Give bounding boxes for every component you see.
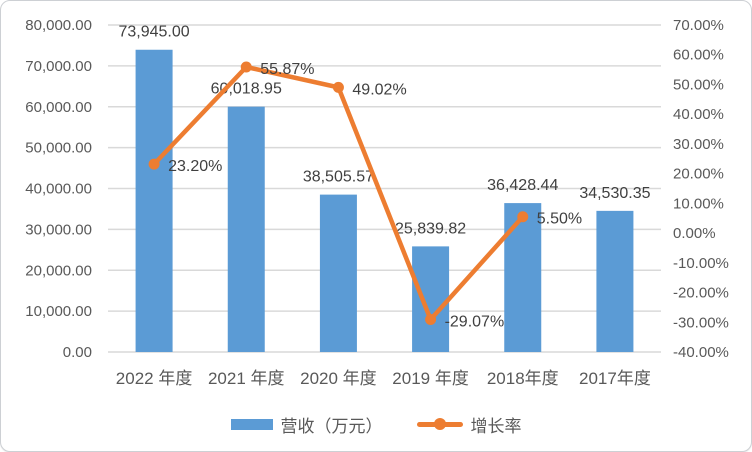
right-axis-tick-label: -40.00% bbox=[673, 344, 729, 361]
growth-value-label: 49.02% bbox=[352, 81, 406, 98]
left-axis-tick-label: 80,000.00 bbox=[25, 17, 92, 34]
right-axis-tick-label: 20.00% bbox=[673, 166, 724, 183]
right-axis-tick-label: 30.00% bbox=[673, 136, 724, 153]
category-label: 2022 年度 bbox=[116, 369, 193, 388]
bar-value-label: 25,839.82 bbox=[395, 220, 466, 237]
growth-point-marker bbox=[148, 158, 160, 170]
revenue-bar bbox=[504, 203, 542, 352]
left-axis-tick-label: 30,000.00 bbox=[25, 221, 92, 238]
bar-series-swatch bbox=[230, 418, 273, 430]
category-label: 2021 年度 bbox=[208, 369, 285, 388]
growth-value-label: -29.07% bbox=[445, 314, 505, 331]
left-axis-tick-label: 0.00 bbox=[63, 344, 92, 361]
bar-value-label: 34,530.35 bbox=[579, 185, 650, 202]
revenue-bar bbox=[227, 106, 265, 352]
growth-point-marker bbox=[425, 314, 437, 326]
right-axis-tick-label: -10.00% bbox=[673, 255, 729, 272]
category-label: 2018年度 bbox=[487, 369, 559, 388]
line-series-swatch bbox=[416, 418, 463, 430]
legend-item-revenue: 营收（万元） bbox=[230, 412, 383, 437]
right-axis-tick-label: -30.00% bbox=[673, 314, 729, 331]
right-axis-tick-label: 10.00% bbox=[673, 195, 724, 212]
revenue-growth-combo-chart: 0.00 10,000.00 20,000.00 30,000.00 40,000.00… bbox=[25, 17, 729, 388]
growth-point-marker bbox=[517, 211, 529, 223]
right-axis-tick-label: 40.00% bbox=[673, 106, 724, 123]
line-marker-dot-icon bbox=[433, 418, 446, 430]
growth-value-label: 5.50% bbox=[537, 211, 582, 228]
growth-point-marker bbox=[240, 61, 252, 73]
right-axis-tick-label: 70.00% bbox=[673, 17, 724, 34]
left-axis-tick-label: 60,000.00 bbox=[25, 99, 92, 116]
category-label: 2019 年度 bbox=[392, 369, 469, 388]
category-label: 2020 年度 bbox=[300, 369, 377, 388]
right-axis-tick-label: -20.00% bbox=[673, 285, 729, 302]
bar-value-label: 36,428.44 bbox=[487, 177, 558, 194]
legend-label-revenue: 营收（万元） bbox=[280, 416, 383, 436]
revenue-bar bbox=[596, 210, 634, 352]
left-axis-tick-label: 20,000.00 bbox=[25, 262, 92, 279]
left-axis-tick-label: 50,000.00 bbox=[25, 140, 92, 157]
revenue-bar bbox=[135, 49, 173, 352]
bar-value-label: 73,945.00 bbox=[118, 24, 189, 41]
bar-value-label: 38,505.57 bbox=[303, 169, 374, 186]
growth-value-label: 55.87% bbox=[260, 61, 314, 78]
legend-item-growth-rate: 增长率 bbox=[416, 412, 522, 437]
growth-value-label: 23.20% bbox=[168, 158, 222, 175]
left-axis-tick-label: 40,000.00 bbox=[25, 181, 92, 198]
growth-point-marker bbox=[332, 81, 344, 93]
right-axis-tick-label: 60.00% bbox=[673, 47, 724, 64]
left-axis-tick-label: 70,000.00 bbox=[25, 58, 92, 75]
revenue-bar bbox=[412, 246, 450, 352]
left-axis-tick-label: 10,000.00 bbox=[25, 303, 92, 320]
right-axis-tick-label: 0.00% bbox=[673, 225, 716, 242]
right-axis-tick-label: 50.00% bbox=[673, 76, 724, 93]
chart-legend: 营收（万元） 增长率 bbox=[1, 401, 751, 447]
legend-label-growth-rate: 增长率 bbox=[470, 416, 522, 436]
revenue-bar bbox=[319, 194, 357, 352]
category-label: 2017年度 bbox=[579, 369, 651, 388]
